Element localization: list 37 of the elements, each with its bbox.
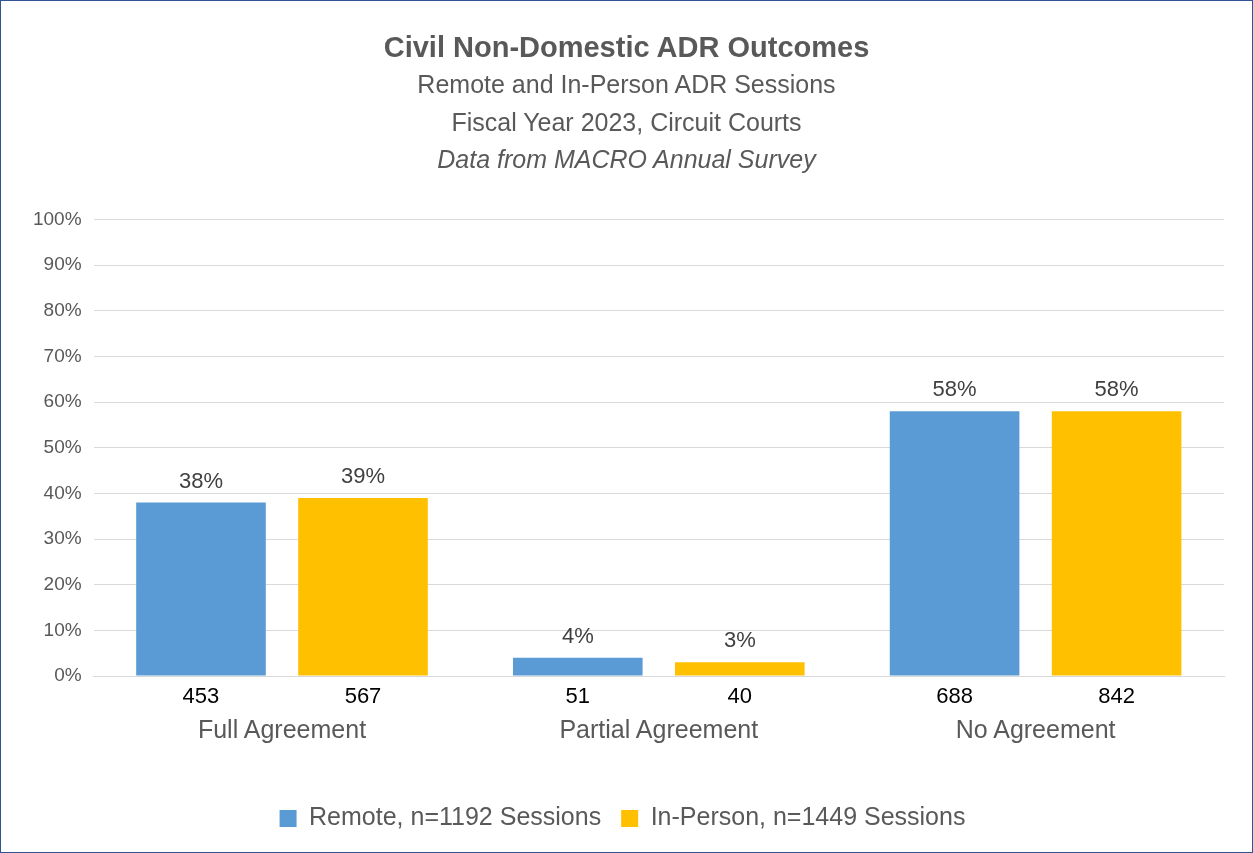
text: Data from MACRO Annual Survey (436, 144, 818, 175)
chart-subtitle: Remote and In-Person ADR Sessions Fiscal Year 2023, Circuit Courts (416, 69, 837, 138)
chart-title: Civil Non-Domestic ADR Outcomes (382, 30, 871, 65)
y-tick-label: 20% (43, 572, 82, 594)
text: 51 (565, 683, 591, 709)
data-label: 58% (1094, 376, 1139, 402)
legend-label: Remote, n=1192 Sessions (309, 802, 602, 831)
data-label: 39% (340, 462, 386, 488)
bar (298, 497, 428, 676)
y-tick-label: 30% (43, 527, 82, 549)
legend-label: In-Person, n=1449 Sessions (650, 802, 966, 831)
data-label: 3% (723, 627, 756, 653)
y-tick-label: 90% (43, 253, 82, 275)
data-label: 58% (932, 376, 977, 402)
x-tick-label: No Agreement (955, 714, 1116, 743)
bar (675, 662, 805, 676)
y-tick-label: 60% (43, 390, 82, 412)
y-tick-label: 70% (43, 344, 82, 366)
data-label: 38% (178, 467, 224, 493)
bar (1051, 411, 1182, 676)
y-tick-label: 0% (54, 664, 82, 686)
y-tick-label: 100% (32, 207, 82, 229)
y-tick-label: 50% (43, 435, 82, 457)
text: 40 (727, 683, 753, 709)
y-tick-label: 40% (43, 481, 82, 503)
text: 453 (182, 683, 220, 709)
bar (136, 502, 266, 676)
bar (512, 657, 643, 676)
x-tick-label: Partial Agreement (559, 714, 759, 743)
bar (889, 411, 1020, 676)
text: 567 (344, 683, 382, 709)
x-tick-label: Full Agreement (197, 714, 367, 743)
data-label: 4% (561, 622, 594, 648)
text: 842 (1098, 683, 1135, 709)
y-tick-label: 80% (43, 298, 82, 320)
y-tick-label: 10% (43, 618, 82, 640)
text: 688 (936, 683, 973, 709)
